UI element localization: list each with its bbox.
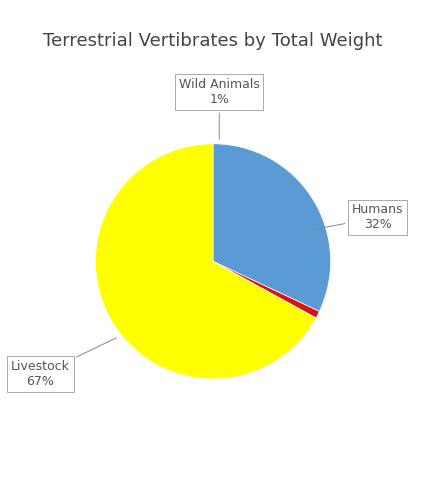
Text: Wild Animals
1%: Wild Animals 1%: [179, 78, 260, 139]
Wedge shape: [213, 144, 331, 311]
Text: Livestock
67%: Livestock 67%: [11, 338, 116, 388]
Wedge shape: [213, 261, 320, 318]
Title: Terrestrial Vertibrates by Total Weight: Terrestrial Vertibrates by Total Weight: [43, 32, 383, 50]
Wedge shape: [95, 144, 316, 379]
Text: Humans
32%: Humans 32%: [313, 203, 403, 231]
